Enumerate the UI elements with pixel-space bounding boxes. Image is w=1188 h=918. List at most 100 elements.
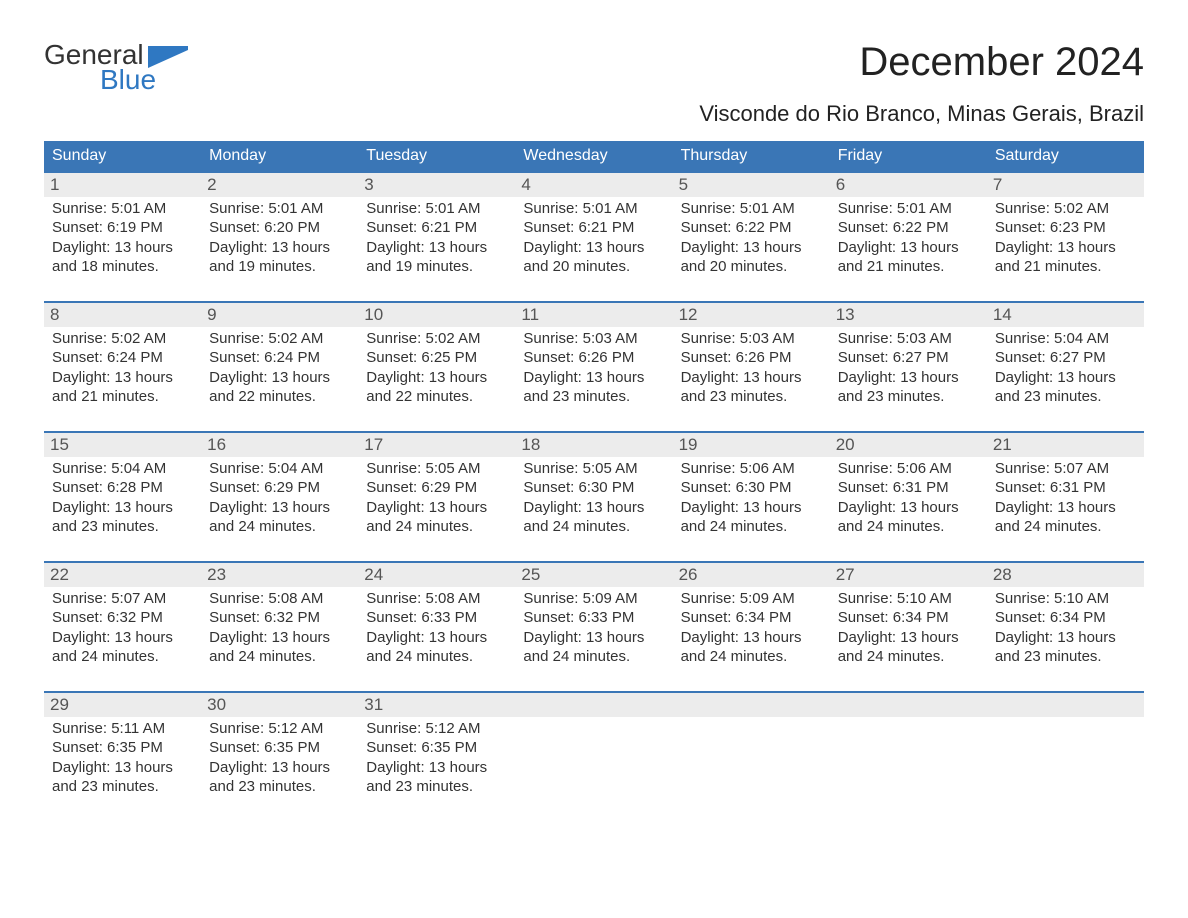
day-number: 25 <box>521 565 540 584</box>
day-cell: 29Sunrise: 5:11 AMSunset: 6:35 PMDayligh… <box>44 691 201 811</box>
weekday-header: Sunday <box>44 141 201 171</box>
day-number: 23 <box>207 565 226 584</box>
day-number-strip: 1 <box>44 173 201 197</box>
day-number-strip: 20 <box>830 433 987 457</box>
daylight-line-2: and 20 minutes. <box>523 257 664 277</box>
day-cell: 23 Sunrise: 5:08 AMSunset: 6:32 PMDayligh… <box>201 561 358 681</box>
sunset-line: Sunset: 6:32 PM <box>52 608 193 628</box>
day-number-strip: 12 <box>673 303 830 327</box>
sunrise-line: Sunrise: 5:05 AM <box>366 459 507 479</box>
day-number: 15 <box>50 435 69 454</box>
sunrise-line: Sunrise: 5:10 AM <box>838 589 979 609</box>
day-body: Sunrise: 5:08 AMSunset: 6:32 PMDaylight:… <box>201 587 358 667</box>
daylight-line-1: Daylight: 13 hours <box>681 238 822 258</box>
weekday-header: Wednesday <box>515 141 672 171</box>
sunset-line: Sunset: 6:33 PM <box>523 608 664 628</box>
day-number: 7 <box>993 175 1002 194</box>
day-body: Sunrise: 5:03 AMSunset: 6:27 PMDaylight:… <box>830 327 987 407</box>
daylight-line-1: Daylight: 13 hours <box>52 628 193 648</box>
daylight-line-1: Daylight: 13 hours <box>52 238 193 258</box>
daylight-line-1: Daylight: 13 hours <box>995 498 1136 518</box>
day-number-strip: 29 <box>44 693 201 717</box>
day-body: Sunrise: 5:04 AMSunset: 6:27 PMDaylight:… <box>987 327 1144 407</box>
day-number: 8 <box>50 305 59 324</box>
flag-icon <box>148 44 188 66</box>
daylight-line-2: and 23 minutes. <box>523 387 664 407</box>
daylight-line-2: and 21 minutes. <box>52 387 193 407</box>
day-number: 30 <box>207 695 226 714</box>
daylight-line-1: Daylight: 13 hours <box>209 368 350 388</box>
sunrise-line: Sunrise: 5:01 AM <box>838 199 979 219</box>
day-number: 1 <box>50 175 59 194</box>
day-cell: 9Sunrise: 5:02 AMSunset: 6:24 PMDaylight… <box>201 301 358 421</box>
logo: General Blue <box>44 40 188 95</box>
sunset-line: Sunset: 6:31 PM <box>995 478 1136 498</box>
sunrise-line: Sunrise: 5:03 AM <box>838 329 979 349</box>
sunrise-line: Sunrise: 5:01 AM <box>366 199 507 219</box>
daylight-line-2: and 23 minutes. <box>838 387 979 407</box>
sunrise-line: Sunrise: 5:09 AM <box>681 589 822 609</box>
daylight-line-1: Daylight: 13 hours <box>995 238 1136 258</box>
day-body: Sunrise: 5:02 AMSunset: 6:23 PMDaylight:… <box>987 197 1144 277</box>
daylight-line-2: and 21 minutes. <box>838 257 979 277</box>
daylight-line-2: and 24 minutes. <box>995 517 1136 537</box>
day-number-strip: 21 <box>987 433 1144 457</box>
day-number-strip: 23 <box>201 563 358 587</box>
weekday-header: Friday <box>830 141 987 171</box>
day-cell: 30 Sunrise: 5:12 AMSunset: 6:35 PMDayligh… <box>201 691 358 811</box>
day-number-strip <box>673 693 830 717</box>
week-row: 29Sunrise: 5:11 AMSunset: 6:35 PMDayligh… <box>44 691 1144 811</box>
week-row: 22Sunrise: 5:07 AMSunset: 6:32 PMDayligh… <box>44 561 1144 681</box>
day-number-strip: 30 <box>201 693 358 717</box>
day-body: Sunrise: 5:12 AMSunset: 6:35 PMDaylight:… <box>201 717 358 797</box>
sunset-line: Sunset: 6:34 PM <box>995 608 1136 628</box>
day-cell: 15Sunrise: 5:04 AMSunset: 6:28 PMDayligh… <box>44 431 201 551</box>
sunrise-line: Sunrise: 5:06 AM <box>838 459 979 479</box>
sunrise-line: Sunrise: 5:06 AM <box>681 459 822 479</box>
sunrise-line: Sunrise: 5:05 AM <box>523 459 664 479</box>
daylight-line-2: and 23 minutes. <box>209 777 350 797</box>
sunset-line: Sunset: 6:34 PM <box>838 608 979 628</box>
sunset-line: Sunset: 6:30 PM <box>523 478 664 498</box>
day-number: 27 <box>836 565 855 584</box>
sunset-line: Sunset: 6:25 PM <box>366 348 507 368</box>
day-number: 6 <box>836 175 845 194</box>
day-number: 11 <box>521 305 539 324</box>
daylight-line-2: and 19 minutes. <box>209 257 350 277</box>
daylight-line-1: Daylight: 13 hours <box>523 498 664 518</box>
daylight-line-1: Daylight: 13 hours <box>838 628 979 648</box>
daylight-line-2: and 19 minutes. <box>366 257 507 277</box>
day-number-strip: 28 <box>987 563 1144 587</box>
weekday-label: Friday <box>838 147 882 164</box>
day-cell: 7 Sunrise: 5:02 AMSunset: 6:23 PMDaylight… <box>987 171 1144 291</box>
daylight-line-1: Daylight: 13 hours <box>366 498 507 518</box>
sunrise-line: Sunrise: 5:07 AM <box>52 589 193 609</box>
sunrise-line: Sunrise: 5:02 AM <box>366 329 507 349</box>
day-cell: 28Sunrise: 5:10 AMSunset: 6:34 PMDayligh… <box>987 561 1144 681</box>
day-cell: 3Sunrise: 5:01 AMSunset: 6:21 PMDaylight… <box>358 171 515 291</box>
daylight-line-1: Daylight: 13 hours <box>366 368 507 388</box>
daylight-line-2: and 24 minutes. <box>681 647 822 667</box>
day-number-strip: 9 <box>201 303 358 327</box>
day-number-strip: 15 <box>44 433 201 457</box>
sunrise-line: Sunrise: 5:04 AM <box>52 459 193 479</box>
day-body: Sunrise: 5:03 AMSunset: 6:26 PMDaylight:… <box>515 327 672 407</box>
day-body: Sunrise: 5:01 AMSunset: 6:19 PMDaylight:… <box>44 197 201 277</box>
daylight-line-2: and 23 minutes. <box>995 647 1136 667</box>
day-cell: 12Sunrise: 5:03 AMSunset: 6:26 PMDayligh… <box>673 301 830 421</box>
sunset-line: Sunset: 6:33 PM <box>366 608 507 628</box>
sunrise-line: Sunrise: 5:10 AM <box>995 589 1136 609</box>
weekday-header-row: SundayMondayTuesdayWednesdayThursdayFrid… <box>44 141 1144 171</box>
day-number-strip: 22 <box>44 563 201 587</box>
day-number: 4 <box>521 175 530 194</box>
sunrise-line: Sunrise: 5:01 AM <box>681 199 822 219</box>
day-cell: 2Sunrise: 5:01 AMSunset: 6:20 PMDaylight… <box>201 171 358 291</box>
daylight-line-1: Daylight: 13 hours <box>523 368 664 388</box>
weeks-container: 1 Sunrise: 5:01 AMSunset: 6:19 PMDaylight… <box>44 171 1144 811</box>
day-number: 5 <box>679 175 688 194</box>
day-cell: 4Sunrise: 5:01 AMSunset: 6:21 PMDaylight… <box>515 171 672 291</box>
day-body: Sunrise: 5:05 AMSunset: 6:29 PMDaylight:… <box>358 457 515 537</box>
weekday-header: Saturday <box>987 141 1144 171</box>
day-number: 10 <box>364 305 383 324</box>
day-number-strip: 24 <box>358 563 515 587</box>
